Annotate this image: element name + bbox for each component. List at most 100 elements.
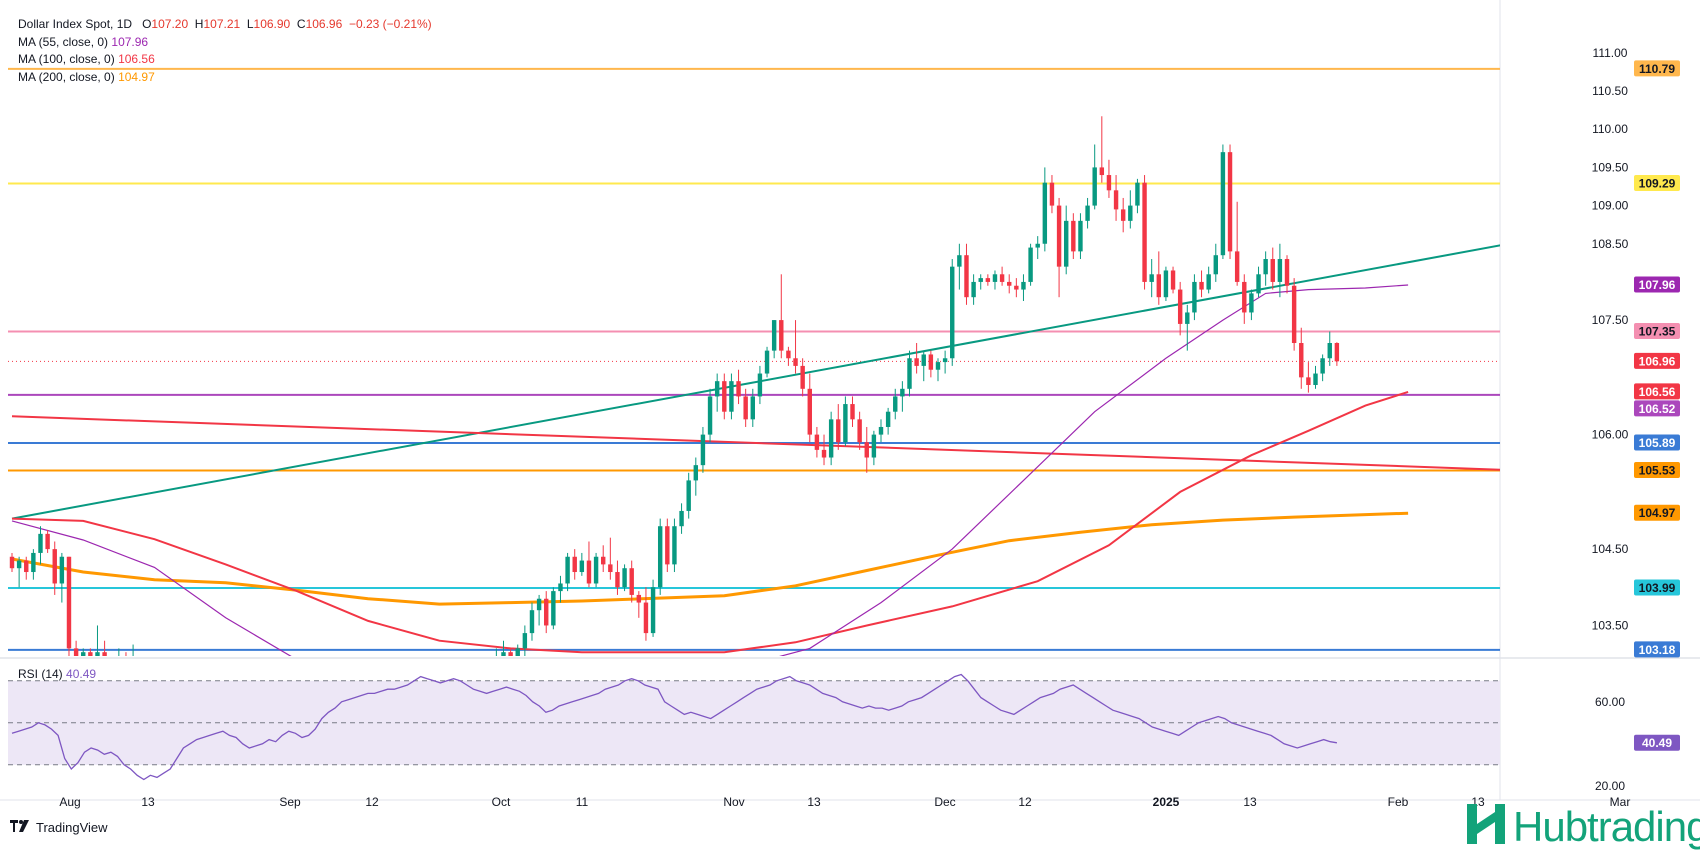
time-tick-label: Feb bbox=[1388, 795, 1409, 809]
candle bbox=[1021, 274, 1026, 302]
candle-body bbox=[714, 381, 720, 397]
candle bbox=[636, 591, 642, 618]
candle bbox=[1113, 175, 1119, 221]
candle bbox=[323, 816, 327, 846]
price-tag-label: 109.29 bbox=[1639, 176, 1676, 190]
candle bbox=[1135, 178, 1140, 214]
price-tag-label: 105.89 bbox=[1639, 436, 1676, 450]
symbol-title[interactable]: Dollar Index Spot, 1D bbox=[18, 17, 133, 31]
candle bbox=[1163, 266, 1169, 302]
ma55-line bbox=[11, 284, 1409, 656]
candle-body bbox=[359, 801, 363, 824]
candle bbox=[928, 350, 934, 378]
candle-body bbox=[1014, 285, 1019, 290]
candle-body bbox=[238, 816, 242, 831]
candle bbox=[1320, 354, 1325, 382]
candle bbox=[88, 648, 93, 656]
candle-body bbox=[131, 664, 135, 668]
candle-body bbox=[31, 552, 36, 573]
candle-body bbox=[544, 598, 549, 626]
candle bbox=[337, 801, 341, 832]
tradingview-brand[interactable]: TradingView bbox=[10, 820, 108, 835]
candle-body bbox=[622, 568, 627, 588]
candle bbox=[657, 518, 663, 595]
candle bbox=[750, 388, 755, 427]
candle bbox=[586, 541, 592, 588]
candle bbox=[558, 575, 563, 603]
candle-body bbox=[66, 556, 72, 649]
candle-body bbox=[1085, 205, 1090, 221]
price-tag: 107.35 bbox=[1634, 323, 1680, 340]
candle-body bbox=[1192, 281, 1197, 313]
price-tick-label: 110.00 bbox=[1592, 122, 1628, 136]
candle bbox=[800, 358, 805, 397]
candle bbox=[643, 587, 649, 641]
candle-body bbox=[330, 824, 334, 839]
candle-body bbox=[88, 652, 93, 656]
candle bbox=[1177, 281, 1183, 336]
ma200-row[interactable]: MA (200, close, 0) 104.97 bbox=[18, 69, 432, 87]
rsi-legend[interactable]: RSI (14) 40.49 bbox=[18, 667, 96, 681]
rsi-line bbox=[11, 673, 1338, 781]
ma100-row[interactable]: MA (100, close, 0) 106.56 bbox=[18, 51, 432, 69]
candle bbox=[1306, 362, 1311, 393]
candle-body bbox=[252, 786, 256, 801]
candle bbox=[345, 793, 349, 824]
rsi-value-tag: 40.49 bbox=[1634, 734, 1680, 751]
candle bbox=[686, 472, 691, 519]
time-tick-label: 13 bbox=[141, 795, 155, 809]
candle-body bbox=[487, 667, 491, 678]
candle-body bbox=[409, 763, 413, 778]
candle bbox=[1142, 175, 1147, 290]
candle-body bbox=[601, 556, 606, 565]
candle bbox=[992, 270, 998, 290]
candle-body bbox=[1213, 255, 1218, 275]
candle-body bbox=[52, 549, 57, 584]
tradingview-logo-icon bbox=[10, 820, 30, 835]
tradingview-label: TradingView bbox=[36, 820, 108, 835]
price-tag-label: 106.96 bbox=[1639, 354, 1676, 368]
candle-body bbox=[145, 667, 149, 671]
candle-body bbox=[245, 801, 249, 816]
candle bbox=[1270, 247, 1275, 290]
candle bbox=[66, 556, 72, 656]
candle bbox=[871, 430, 877, 466]
candle bbox=[1213, 243, 1218, 282]
candle-body bbox=[9, 556, 15, 569]
candle-body bbox=[950, 266, 955, 359]
price-tag-label: 103.99 bbox=[1639, 581, 1676, 595]
candle bbox=[1014, 278, 1019, 298]
price-tick-label: 109.00 bbox=[1592, 199, 1629, 213]
candle bbox=[964, 243, 969, 305]
candle bbox=[110, 656, 114, 679]
candle bbox=[352, 801, 356, 832]
candle-body bbox=[964, 255, 969, 298]
ma55-row[interactable]: MA (55, close, 0) 107.96 bbox=[18, 34, 432, 52]
candle bbox=[900, 381, 905, 412]
hubtrading-watermark: Hubtrading bbox=[1465, 802, 1700, 851]
candle bbox=[942, 350, 948, 374]
candle-body bbox=[1106, 175, 1112, 191]
candle-body bbox=[992, 274, 998, 282]
price-tag: 107.96 bbox=[1634, 276, 1680, 293]
candle-body bbox=[24, 560, 29, 573]
candle-body bbox=[843, 404, 848, 443]
candle-body bbox=[828, 419, 834, 458]
candle-body bbox=[1135, 182, 1140, 206]
candle bbox=[1078, 213, 1083, 260]
candle bbox=[1234, 201, 1240, 286]
rsi-label: RSI (14) bbox=[18, 667, 63, 681]
candle bbox=[81, 648, 86, 656]
price-tag-box bbox=[1634, 641, 1680, 658]
candle bbox=[59, 552, 65, 603]
ma100-line bbox=[11, 390, 1409, 654]
candle bbox=[650, 579, 656, 637]
candle-body bbox=[259, 786, 263, 794]
candle-body bbox=[1099, 167, 1105, 176]
hubtrading-logo-icon bbox=[1465, 802, 1509, 851]
candle bbox=[793, 320, 798, 374]
candle bbox=[95, 625, 100, 656]
ma200-line bbox=[11, 511, 1409, 606]
